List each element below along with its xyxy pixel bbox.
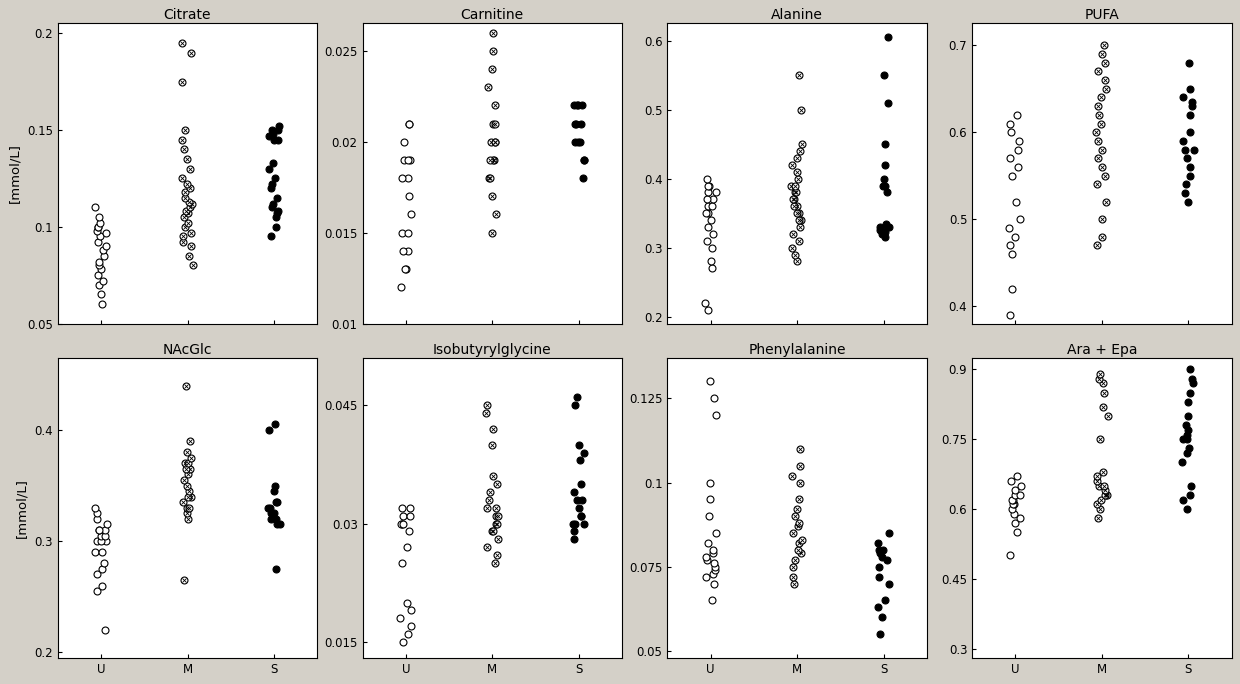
Title: Isobutyrylglycine: Isobutyrylglycine <box>433 343 552 356</box>
Title: PUFA: PUFA <box>1085 8 1120 23</box>
Title: Carnitine: Carnitine <box>461 8 523 23</box>
Title: Ara + Epa: Ara + Epa <box>1066 343 1137 356</box>
Title: Citrate: Citrate <box>164 8 211 23</box>
Title: Phenylalanine: Phenylalanine <box>749 343 846 356</box>
Y-axis label: [mmol/L]: [mmol/L] <box>9 144 21 203</box>
Title: NAcGlc: NAcGlc <box>162 343 212 356</box>
Title: Alanine: Alanine <box>771 8 823 23</box>
Y-axis label: [mmol/L]: [mmol/L] <box>16 478 29 538</box>
